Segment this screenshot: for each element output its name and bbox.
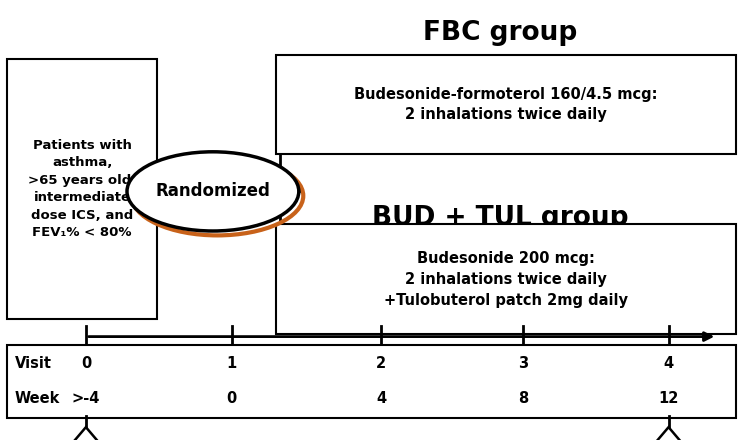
- FancyArrow shape: [71, 427, 101, 440]
- Text: 8: 8: [518, 391, 528, 406]
- Text: 3: 3: [518, 356, 528, 370]
- Text: 4: 4: [663, 356, 674, 370]
- FancyArrow shape: [654, 427, 684, 440]
- FancyBboxPatch shape: [276, 224, 736, 334]
- Text: Budesonide 200 mcg:
2 inhalations twice daily
+Tulobuterol patch 2mg daily: Budesonide 200 mcg: 2 inhalations twice …: [384, 251, 628, 308]
- FancyBboxPatch shape: [7, 59, 157, 319]
- FancyBboxPatch shape: [7, 345, 736, 418]
- Text: Visit: Visit: [15, 356, 52, 370]
- Text: Patients with
asthma,
>65 years old,
intermediate
dose ICS, and
FEV₁% < 80%: Patients with asthma, >65 years old, int…: [28, 139, 137, 239]
- Text: BUD + TUL group: BUD + TUL group: [372, 205, 629, 231]
- Text: 0: 0: [81, 356, 91, 370]
- FancyBboxPatch shape: [276, 55, 736, 154]
- Text: 1: 1: [226, 356, 237, 370]
- Text: 2: 2: [376, 356, 386, 370]
- Text: FBC group: FBC group: [424, 20, 577, 46]
- Text: Week: Week: [15, 391, 61, 406]
- Text: Budesonide-formoterol 160/4.5 mcg:
2 inhalations twice daily: Budesonide-formoterol 160/4.5 mcg: 2 inh…: [354, 87, 658, 122]
- Ellipse shape: [127, 152, 299, 231]
- Text: 0: 0: [226, 391, 237, 406]
- Text: 12: 12: [658, 391, 679, 406]
- Text: Randomized: Randomized: [155, 183, 270, 200]
- Text: >-4: >-4: [72, 391, 100, 406]
- Text: 4: 4: [376, 391, 386, 406]
